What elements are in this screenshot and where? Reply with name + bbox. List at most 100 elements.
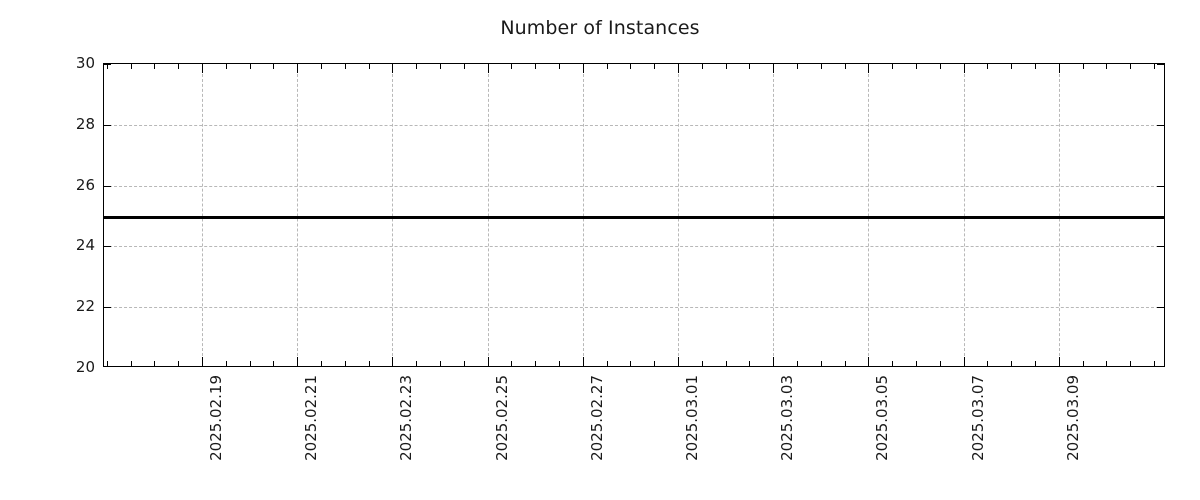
x-tick-minor [1035,64,1036,69]
x-tick-minor [535,361,537,366]
x-tick-minor [297,64,299,69]
y-tick-label: 20 [75,358,95,376]
x-tick-major [963,64,965,73]
x-tick-minor [701,361,703,366]
x-tick-minor [130,64,132,69]
x-tick-minor [440,361,441,366]
x-tick-minor [559,64,560,69]
x-tick-label: 2025.02.25 [492,375,511,461]
x-tick-minor [487,361,489,366]
x-tick-minor [725,361,727,366]
x-tick-minor [368,361,370,366]
x-tick-minor [820,64,822,69]
gridline-horizontal [104,307,1164,309]
x-tick-major [297,357,299,366]
y-tick-label: 22 [75,297,95,316]
y-tick-label: 28 [75,114,95,133]
x-tick-label: 2025.02.19 [207,375,225,461]
x-tick-minor [130,361,132,366]
x-tick-minor [273,361,275,366]
x-tick-minor [154,64,156,69]
x-tick-minor [701,64,703,69]
x-tick-minor [440,64,441,69]
x-tick-minor [916,361,917,366]
data-series-line [104,216,1164,219]
x-tick-minor [963,361,965,366]
x-tick-minor [463,361,465,366]
x-tick-minor [987,361,989,366]
x-tick-major [582,357,584,366]
x-tick-minor [773,361,775,366]
y-tick-label: 24 [75,236,95,255]
x-tick-minor [630,64,632,69]
x-tick-minor [987,64,989,69]
y-tick-mark [104,307,111,309]
x-tick-minor [868,361,870,366]
gridline-vertical [202,64,203,366]
gridline-horizontal [104,185,1164,187]
x-tick-minor [392,361,394,366]
x-tick-minor [1082,64,1084,69]
x-tick-minor [297,361,299,366]
x-tick-minor [511,361,513,366]
x-tick-minor [797,64,798,69]
gridline-vertical [678,64,679,366]
x-tick-minor [1130,361,1132,366]
x-tick-minor [582,361,584,366]
x-tick-label: 2025.03.09 [1063,375,1082,461]
x-tick-minor [797,361,798,366]
x-tick-minor [463,64,465,69]
x-tick-minor [725,64,727,69]
x-tick-minor [606,64,608,69]
x-tick-minor [1058,361,1060,366]
x-tick-minor [678,361,679,366]
x-tick-minor [487,64,489,69]
x-tick-label: 2025.02.21 [302,375,321,461]
x-tick-minor [178,64,180,69]
x-tick-minor [844,361,846,366]
x-tick-major [1058,357,1060,366]
x-tick-minor [630,361,632,366]
x-tick-major [1058,64,1060,73]
y-tick-mark [104,124,111,126]
gridline-vertical [297,64,299,366]
x-tick-major [202,357,203,366]
x-tick-minor [582,64,584,69]
y-tick-mark [104,246,111,248]
x-tick-minor [1082,361,1084,366]
x-tick-label: 2025.03.01 [683,375,701,461]
x-tick-major [868,64,870,73]
x-tick-minor [1011,64,1013,69]
x-tick-major [963,357,965,366]
x-tick-minor [392,64,394,69]
x-tick-minor [916,64,917,69]
gridline-vertical [773,64,775,366]
x-tick-major [297,64,299,73]
y-tick-label: 30 [75,54,95,72]
y-tick-mark [1157,64,1164,65]
gridline-vertical [487,64,489,366]
x-tick-minor [1106,361,1108,366]
x-tick-minor [202,64,203,69]
x-tick-minor [416,361,418,366]
gridline-vertical [868,64,870,366]
x-tick-minor [1035,361,1036,366]
x-tick-minor [1130,64,1132,69]
x-tick-minor [106,361,108,366]
gridline-horizontal [104,124,1164,126]
chart-title: Number of Instances [500,17,700,39]
x-tick-minor [892,361,894,366]
x-tick-major [487,64,489,73]
x-tick-major [773,357,775,366]
x-tick-label: 2025.03.05 [873,375,892,461]
x-tick-minor [892,64,894,69]
x-tick-minor [344,361,346,366]
x-tick-minor [535,64,537,69]
x-tick-major [487,357,489,366]
x-tick-minor [178,361,180,366]
gridlines [104,64,1164,366]
x-tick-label: 2025.02.23 [397,375,416,461]
x-tick-minor [368,64,370,69]
x-tick-minor [202,361,203,366]
